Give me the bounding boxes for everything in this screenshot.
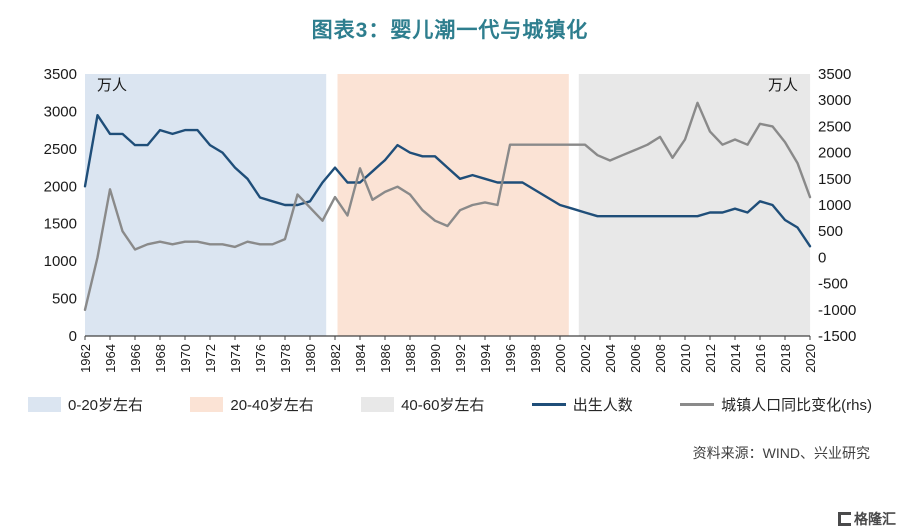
svg-text:-1500: -1500 [818,328,856,345]
svg-text:1976: 1976 [253,344,268,373]
svg-text:1500: 1500 [44,216,77,233]
svg-text:2018: 2018 [778,344,793,373]
legend-region-swatch [28,397,61,412]
svg-text:1984: 1984 [353,344,368,373]
legend-line-swatch [680,403,715,406]
svg-text:1990: 1990 [428,344,443,373]
svg-text:1962: 1962 [78,344,93,373]
legend: 0-20岁左右 20-40岁左右 40-60岁左右 出生人数 城镇人口同比变化(rhs) [0,394,900,415]
svg-text:1500: 1500 [818,171,851,188]
legend-item-label: 城镇人口同比变化(rhs) [721,397,872,414]
gelonghui-bracket-icon [838,512,851,526]
svg-text:万人: 万人 [768,77,798,94]
svg-text:1000: 1000 [44,253,77,270]
svg-text:1970: 1970 [178,344,193,373]
source-note: 资料来源：WIND、兴业研究 [692,445,870,461]
svg-text:2002: 2002 [578,344,593,373]
svg-text:2000: 2000 [44,178,77,195]
svg-text:1986: 1986 [378,344,393,373]
legend-item-1: 20-40岁左右 [190,394,314,415]
svg-text:0: 0 [818,249,826,266]
svg-text:2000: 2000 [818,145,851,162]
legend-region-swatch [190,397,224,412]
legend-item-3: 出生人数 [531,394,633,415]
svg-text:3500: 3500 [44,66,77,83]
legend-item-label: 0-20岁左右 [68,397,144,414]
svg-text:1966: 1966 [128,344,143,373]
baby-boom-urbanization-chart: 1962 1964 1966 1968 1970 1972 1974 1976 1978 1980… [44,66,857,373]
legend-item-2: 40-60岁左右 [361,394,484,415]
svg-text:2004: 2004 [603,344,618,373]
svg-text:500: 500 [52,291,77,308]
svg-text:1978: 1978 [278,344,293,373]
svg-text:2020: 2020 [803,344,818,373]
gelonghui-logo: 格隆汇 [838,509,896,529]
svg-text:-500: -500 [818,276,848,293]
svg-text:2016: 2016 [753,344,768,373]
legend-item-0: 0-20岁左右 [28,394,143,415]
svg-text:1964: 1964 [103,344,118,373]
svg-text:500: 500 [818,223,843,240]
svg-text:-1000: -1000 [818,302,856,319]
svg-text:2000: 2000 [553,344,568,373]
svg-text:3000: 3000 [44,103,77,120]
svg-text:2014: 2014 [728,344,743,373]
svg-text:3000: 3000 [818,92,851,109]
svg-text:1994: 1994 [478,344,493,373]
legend-line-swatch [531,403,566,406]
svg-text:1988: 1988 [403,344,418,373]
svg-text:1972: 1972 [203,344,218,373]
svg-text:2500: 2500 [44,141,77,158]
svg-text:0: 0 [69,328,77,345]
svg-text:2500: 2500 [818,118,851,135]
svg-text:1968: 1968 [153,344,168,373]
svg-text:万人: 万人 [97,77,127,94]
svg-text:1992: 1992 [453,344,468,373]
svg-text:1000: 1000 [818,197,851,214]
svg-text:1996: 1996 [503,344,518,373]
chart-title: 图表3：婴儿潮一代与城镇化 [311,19,589,42]
legend-item-label: 出生人数 [572,397,633,414]
svg-text:1974: 1974 [228,344,243,373]
legend-item-label: 20-40岁左右 [230,397,314,414]
svg-text:1980: 1980 [303,344,318,373]
legend-region-swatch [361,397,395,412]
svg-text:1998: 1998 [528,344,543,373]
svg-text:2012: 2012 [703,344,718,373]
gelonghui-logo-text: 格隆汇 [854,511,896,527]
svg-text:2010: 2010 [678,344,693,373]
legend-item-4: 城镇人口同比变化(rhs) [680,394,872,415]
legend-item-label: 40-60岁左右 [401,397,485,414]
svg-text:3500: 3500 [818,66,851,83]
svg-text:1982: 1982 [328,344,343,373]
svg-text:2006: 2006 [628,344,643,373]
svg-text:2008: 2008 [653,344,668,373]
